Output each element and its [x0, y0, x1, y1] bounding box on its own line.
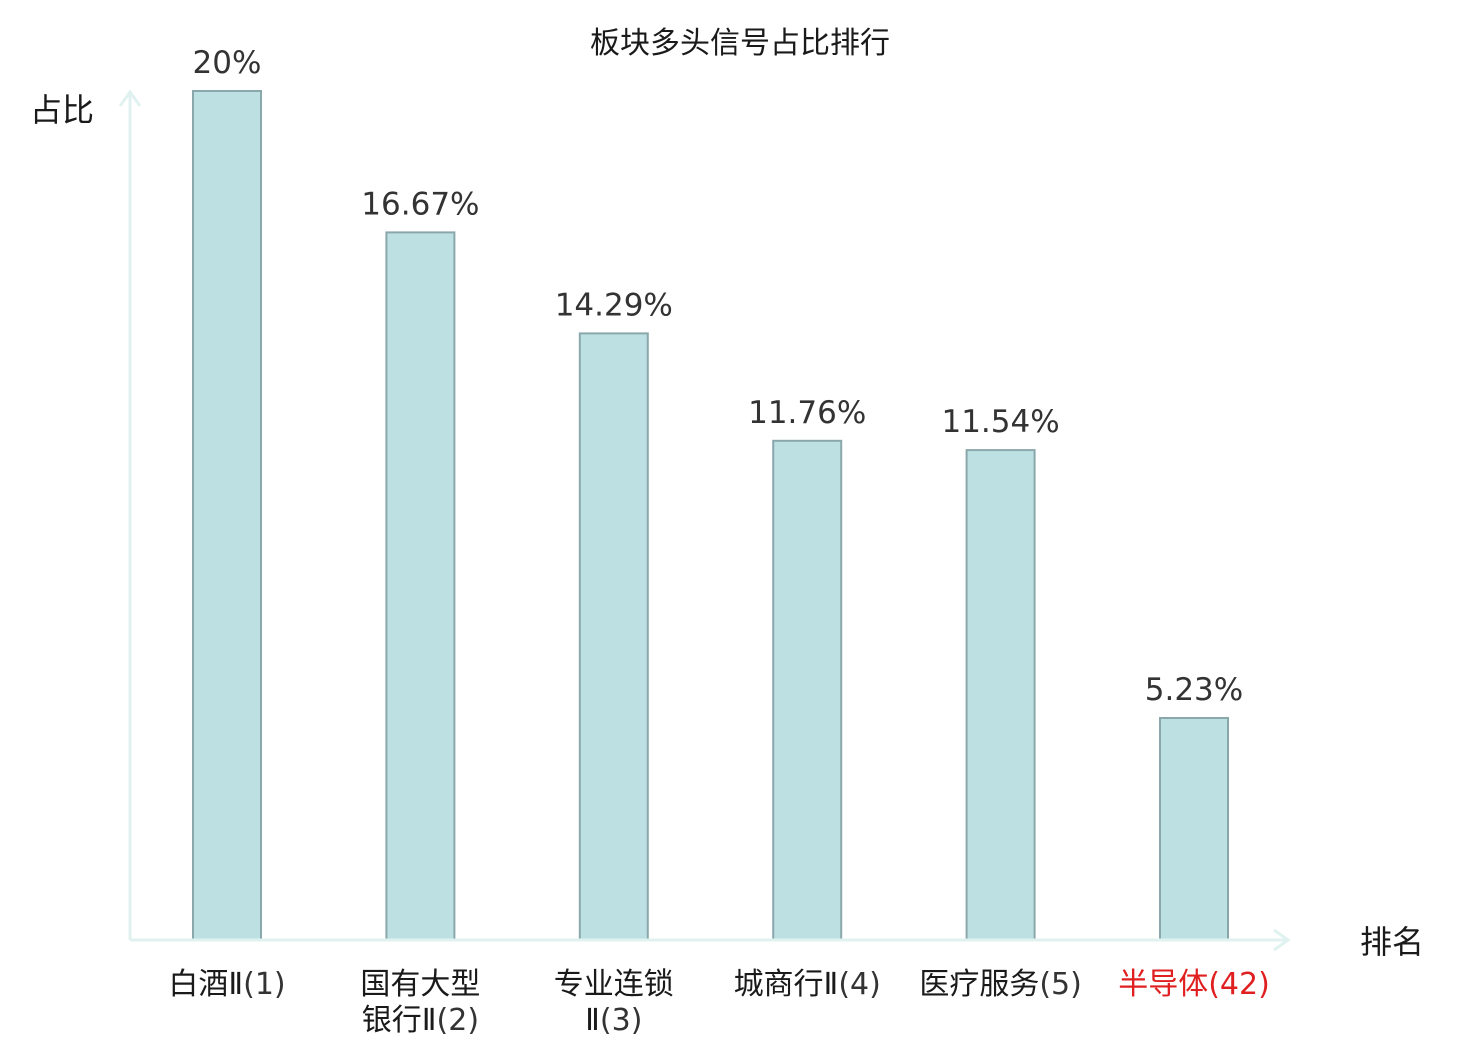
value-label-2: 16.67% [361, 186, 479, 222]
category-rank-3: (3) [600, 1003, 643, 1038]
category-label-3: 专业连锁 Ⅱ(3) [554, 967, 674, 1038]
axes-group [118, 89, 1291, 952]
value-label-5: 11.54% [941, 404, 1059, 440]
bar-3 [578, 332, 649, 941]
value-label-3: 14.29% [555, 287, 673, 323]
bar-1 [192, 90, 262, 941]
bar-5 [965, 449, 1036, 941]
category-rank-5: (5) [1039, 967, 1082, 1002]
category-line-3-2: Ⅱ [585, 1003, 600, 1038]
category-label-5: 医疗服务(5) [919, 967, 1082, 1002]
y-axis-arrow [118, 89, 142, 107]
category-label-4: 城商行Ⅱ(4) [734, 967, 881, 1002]
bar-2 [385, 231, 456, 941]
value-label-6: 5.23% [1145, 672, 1243, 708]
category-label-6: 半导体(42) [1118, 967, 1270, 1002]
category-line-2-1: 国有大型 [360, 967, 480, 1002]
bar-6 [1159, 717, 1229, 941]
category-line-6-1: 半导体 [1118, 967, 1208, 1002]
category-line-3-1: 专业连锁 [554, 967, 674, 1002]
value-labels-group: 20% 16.67% 14.29% 11.76% 11.54% 5.23% [193, 45, 1244, 708]
value-label-1: 20% [193, 45, 262, 81]
category-labels-group: 白酒Ⅱ(1) 国有大型银行Ⅱ(2) 专业连锁 Ⅱ(3) 城商行Ⅱ(4) 医疗服务(5) 半导… [168, 967, 1269, 1038]
category-rank-6: (42) [1208, 967, 1270, 1002]
bars-group [192, 90, 1229, 941]
category-label-2: 国有大型银行Ⅱ(2) [360, 967, 480, 1038]
category-line-5-1: 医疗服务 [919, 967, 1039, 1002]
chart-title: 板块多头信号占比排行 [590, 26, 890, 61]
category-label-1: 白酒Ⅱ(1) [168, 967, 285, 1002]
category-line-1-1: 白酒Ⅱ [168, 967, 243, 1002]
value-label-4: 11.76% [748, 395, 866, 431]
category-line-2-2: 银行Ⅱ [362, 1003, 437, 1038]
category-rank-4: (4) [838, 967, 881, 1002]
x-axis-arrow [1273, 928, 1291, 952]
x-axis-title: 排名 [1360, 923, 1424, 961]
bar-4 [772, 439, 843, 941]
y-axis-title: 占比 [30, 91, 94, 129]
category-line-4-1: 城商行Ⅱ [734, 967, 839, 1002]
category-rank-1: (1) [243, 967, 286, 1002]
category-rank-2: (2) [437, 1003, 480, 1038]
